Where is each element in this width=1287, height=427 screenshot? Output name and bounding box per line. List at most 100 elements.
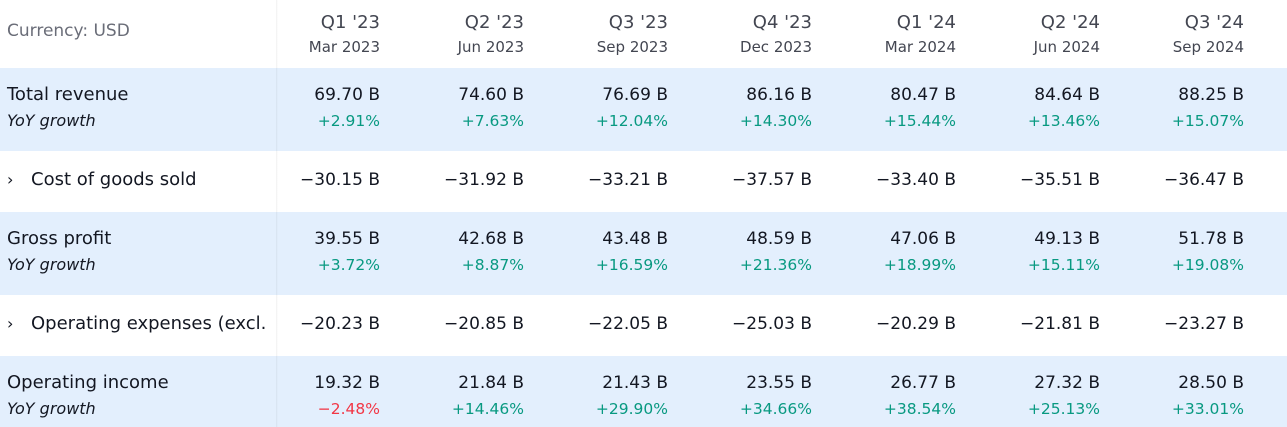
column-divider	[276, 151, 278, 212]
value-cell: 27.32 B +25.13%	[950, 356, 1100, 427]
value: 84.64 B	[1034, 85, 1100, 105]
value: −25.03 B	[732, 314, 812, 334]
value-cell: 42.68 B +8.87%	[374, 212, 524, 295]
value-cell: −37.57 B	[662, 151, 812, 212]
row-label-cell[interactable]: › Operating expenses (excl.	[0, 295, 276, 356]
value: 49.13 B	[1034, 229, 1100, 249]
value: −20.29 B	[876, 314, 956, 334]
value-cell: 69.70 B +2.91%	[230, 68, 380, 151]
value-cell: −23.27 B	[1094, 295, 1244, 356]
period-date: Mar 2023	[308, 38, 380, 56]
column-divider	[276, 295, 278, 356]
period-header: Q1 '23 Mar 2023	[230, 0, 380, 68]
value-cell: 76.69 B +12.04%	[518, 68, 668, 151]
column-divider	[276, 212, 278, 295]
value-cell: −22.05 B	[518, 295, 668, 356]
period-quarter: Q1 '23	[320, 12, 380, 33]
value: −30.15 B	[300, 170, 380, 190]
row-sub-label: YoY growth	[7, 255, 96, 274]
value: −20.85 B	[444, 314, 524, 334]
row-label-cell[interactable]: › Cost of goods sold	[0, 151, 276, 212]
header-label-cell: Currency: USD	[0, 0, 276, 68]
period-quarter: Q4 '23	[752, 12, 812, 33]
growth-value: +21.36%	[739, 256, 812, 274]
growth-value: +18.99%	[883, 256, 956, 274]
value: 74.60 B	[458, 85, 524, 105]
growth-value: +12.04%	[595, 112, 668, 130]
period-date: Mar 2024	[884, 38, 956, 56]
growth-value: +19.08%	[1171, 256, 1244, 274]
row-sub-label: YoY growth	[7, 399, 96, 418]
period-quarter: Q2 '23	[464, 12, 524, 33]
value: 69.70 B	[314, 85, 380, 105]
value: 86.16 B	[746, 85, 812, 105]
period-date: Sep 2024	[1172, 38, 1244, 56]
value-cell: 39.55 B +3.72%	[230, 212, 380, 295]
period-date: Sep 2023	[596, 38, 668, 56]
column-divider	[276, 68, 278, 151]
value-cell: −36.47 B	[1094, 151, 1244, 212]
value-cell: −33.21 B	[518, 151, 668, 212]
growth-value: +15.11%	[1027, 256, 1100, 274]
header-row: Currency: USD Q1 '23 Mar 2023 Q2 '23 Jun…	[0, 0, 1287, 68]
value: 80.47 B	[890, 85, 956, 105]
value-cell: −31.92 B	[374, 151, 524, 212]
value-cell: 21.84 B +14.46%	[374, 356, 524, 427]
value-cell: 19.32 B −2.48%	[230, 356, 380, 427]
row-label-cell: Operating income YoY growth	[0, 356, 276, 427]
column-divider	[276, 0, 278, 68]
table-row-operating-expenses[interactable]: › Operating expenses (excl. −20.23 B −20.…	[0, 295, 1287, 356]
growth-value: +15.07%	[1171, 112, 1244, 130]
row-label-cell: Gross profit YoY growth	[0, 212, 276, 295]
value: 39.55 B	[314, 229, 380, 249]
value: 26.77 B	[890, 373, 956, 393]
value-cell: 80.47 B +15.44%	[806, 68, 956, 151]
value-cell: 49.13 B +15.11%	[950, 212, 1100, 295]
row-label: Operating income	[7, 372, 169, 393]
column-divider	[276, 356, 278, 427]
period-header: Q3 '24 Sep 2024	[1094, 0, 1244, 68]
table-row-cost-of-goods-sold[interactable]: › Cost of goods sold −30.15 B −31.92 B −3…	[0, 151, 1287, 212]
growth-value: +13.46%	[1027, 112, 1100, 130]
chevron-right-icon[interactable]: ›	[7, 314, 14, 333]
value-cell: 23.55 B +34.66%	[662, 356, 812, 427]
value: 27.32 B	[1034, 373, 1100, 393]
growth-value: +8.87%	[461, 256, 524, 274]
period-header: Q3 '23 Sep 2023	[518, 0, 668, 68]
value: −21.81 B	[1020, 314, 1100, 334]
growth-value: +2.91%	[317, 112, 380, 130]
value-cell: −25.03 B	[662, 295, 812, 356]
value-cell: −33.40 B	[806, 151, 956, 212]
growth-value: +29.90%	[595, 400, 668, 418]
period-header: Q2 '24 Jun 2024	[950, 0, 1100, 68]
value-cell: 21.43 B +29.90%	[518, 356, 668, 427]
value-cell: −35.51 B	[950, 151, 1100, 212]
row-label: Total revenue	[7, 84, 129, 105]
row-label-wrap: › Operating expenses (excl.	[7, 313, 266, 334]
value: 76.69 B	[602, 85, 668, 105]
value: −35.51 B	[1020, 170, 1100, 190]
period-date: Dec 2023	[740, 38, 812, 56]
growth-value: +25.13%	[1027, 400, 1100, 418]
value-cell: 86.16 B +14.30%	[662, 68, 812, 151]
period-date: Jun 2024	[1033, 38, 1100, 56]
value: −33.21 B	[588, 170, 668, 190]
period-header: Q4 '23 Dec 2023	[662, 0, 812, 68]
table-row-total-revenue: Total revenue YoY growth 69.70 B +2.91% 7…	[0, 68, 1287, 151]
value: 21.84 B	[458, 373, 524, 393]
value: −22.05 B	[588, 314, 668, 334]
period-quarter: Q1 '24	[896, 12, 956, 33]
value: −20.23 B	[300, 314, 380, 334]
currency-label: Currency: USD	[7, 21, 130, 41]
value-cell: 88.25 B +15.07%	[1094, 68, 1244, 151]
growth-value: +14.30%	[739, 112, 812, 130]
value: 21.43 B	[602, 373, 668, 393]
value: −33.40 B	[876, 170, 956, 190]
chevron-right-icon[interactable]: ›	[7, 170, 14, 189]
value: −36.47 B	[1164, 170, 1244, 190]
value: 28.50 B	[1178, 373, 1244, 393]
value-cell: 84.64 B +13.46%	[950, 68, 1100, 151]
value-cell: −20.29 B	[806, 295, 956, 356]
row-label-cell: Total revenue YoY growth	[0, 68, 276, 151]
